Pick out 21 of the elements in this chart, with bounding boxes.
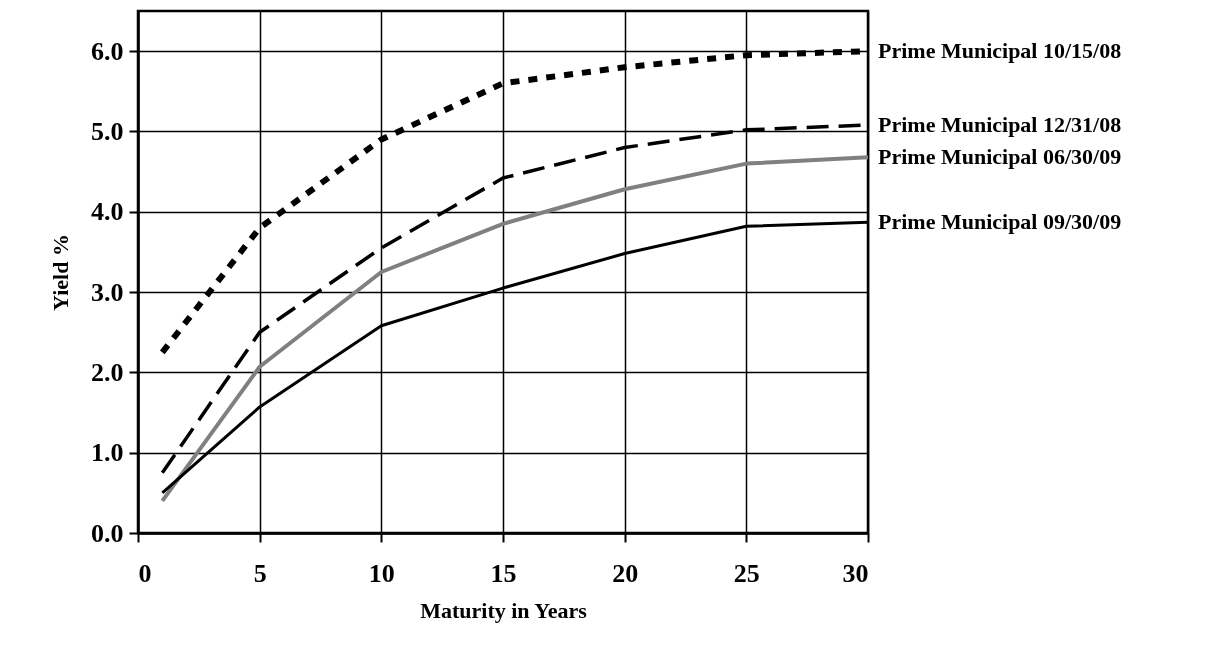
x-tick-label: 20 [612, 558, 639, 588]
x-tick-label: 10 [368, 558, 395, 588]
series-label: Prime Municipal 12/31/08 [878, 112, 1122, 138]
x-tick-label: 5 [253, 558, 267, 588]
x-tick-label: 30 [842, 558, 869, 588]
x-tick-label: 25 [733, 558, 760, 588]
series-label: Prime Municipal 10/15/08 [878, 38, 1122, 64]
y-axis-title: Yield % [48, 234, 73, 311]
y-tick-label: 4.0 [91, 197, 124, 227]
x-axis-title: Maturity in Years [420, 597, 588, 623]
series-label: Prime Municipal 09/30/09 [878, 209, 1122, 235]
y-tick-label: 2.0 [91, 357, 124, 387]
x-tick-label: 15 [490, 558, 517, 588]
series-label: Prime Municipal 06/30/09 [878, 144, 1122, 170]
y-tick-label: 1.0 [91, 438, 124, 468]
y-tick-label: 6.0 [91, 36, 124, 66]
y-tick-label: 5.0 [91, 116, 124, 146]
x-tick-label: 0 [138, 558, 152, 588]
y-tick-label: 0.0 [91, 518, 124, 548]
y-tick-label: 3.0 [91, 277, 124, 307]
line-series [160, 155, 870, 503]
